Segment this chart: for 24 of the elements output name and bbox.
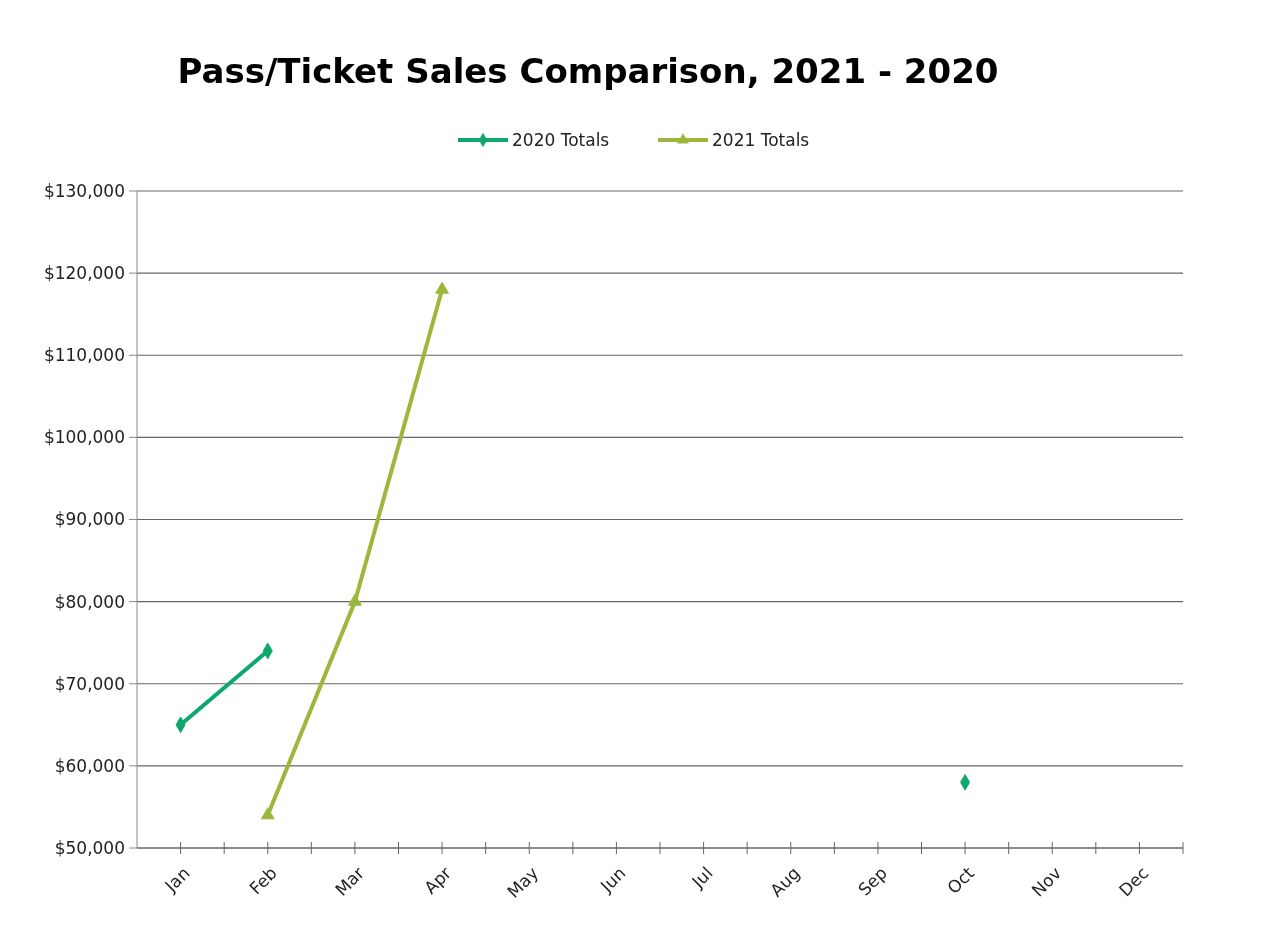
x-tick-label: Oct	[943, 862, 979, 898]
chart-title: Pass/Ticket Sales Comparison, 2021 - 2020	[177, 51, 999, 91]
y-tick-label: $70,000	[54, 673, 125, 694]
y-tick-label: $80,000	[54, 591, 125, 612]
x-tick-label: Mar	[331, 862, 368, 900]
x-tick-label: Jun	[595, 862, 630, 897]
x-tick-label: Apr	[420, 862, 456, 898]
point	[260, 807, 275, 820]
y-tick-label: $50,000	[54, 837, 125, 858]
x-tick-label: Jan	[160, 862, 194, 897]
x-tick-label: Feb	[245, 862, 281, 899]
y-tick-label: $110,000	[43, 345, 125, 366]
x-tick-label: Dec	[1115, 862, 1153, 901]
point	[348, 593, 362, 606]
x-tick-label: Jul	[687, 862, 717, 893]
y-tick-label: $60,000	[54, 755, 125, 776]
point	[435, 281, 449, 294]
y-tick-label: $130,000	[43, 180, 125, 201]
y-tick-label: $90,000	[54, 509, 125, 530]
y-tick-label: $120,000	[43, 263, 125, 284]
y-tick-label: $100,000	[43, 427, 125, 448]
legend-label: 2021 Totals	[712, 130, 810, 150]
legend-label: 2020 Totals	[512, 130, 610, 150]
x-tick-label: Sep	[854, 862, 891, 900]
